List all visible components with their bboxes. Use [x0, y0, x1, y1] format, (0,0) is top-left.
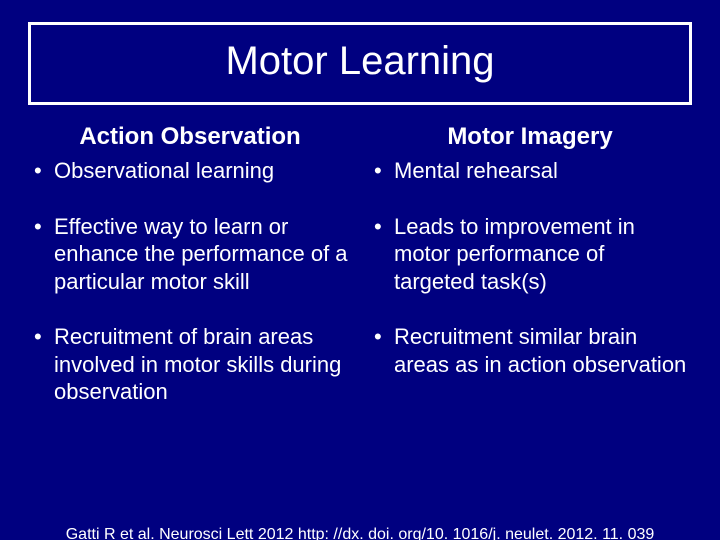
- columns-container: Action Observation Observational learnin…: [0, 105, 720, 434]
- right-heading: Motor Imagery: [370, 123, 690, 151]
- slide-title: Motor Learning: [225, 39, 494, 83]
- citation-text: Gatti R et al. Neurosci Lett 2012 http: …: [0, 526, 720, 540]
- list-item: Observational learning: [30, 157, 350, 185]
- title-box: Motor Learning: [28, 22, 692, 105]
- list-item: Mental rehearsal: [370, 157, 690, 185]
- list-item: Recruitment similar brain areas as in ac…: [370, 323, 690, 378]
- list-item: Effective way to learn or enhance the pe…: [30, 213, 350, 296]
- left-bullet-list: Observational learning Effective way to …: [30, 157, 350, 406]
- list-item: Recruitment of brain areas involved in m…: [30, 323, 350, 406]
- right-bullet-list: Mental rehearsal Leads to improvement in…: [370, 157, 690, 378]
- right-column: Motor Imagery Mental rehearsal Leads to …: [360, 123, 700, 434]
- left-column: Action Observation Observational learnin…: [20, 123, 360, 434]
- left-heading: Action Observation: [30, 123, 350, 151]
- list-item: Leads to improvement in motor performanc…: [370, 213, 690, 296]
